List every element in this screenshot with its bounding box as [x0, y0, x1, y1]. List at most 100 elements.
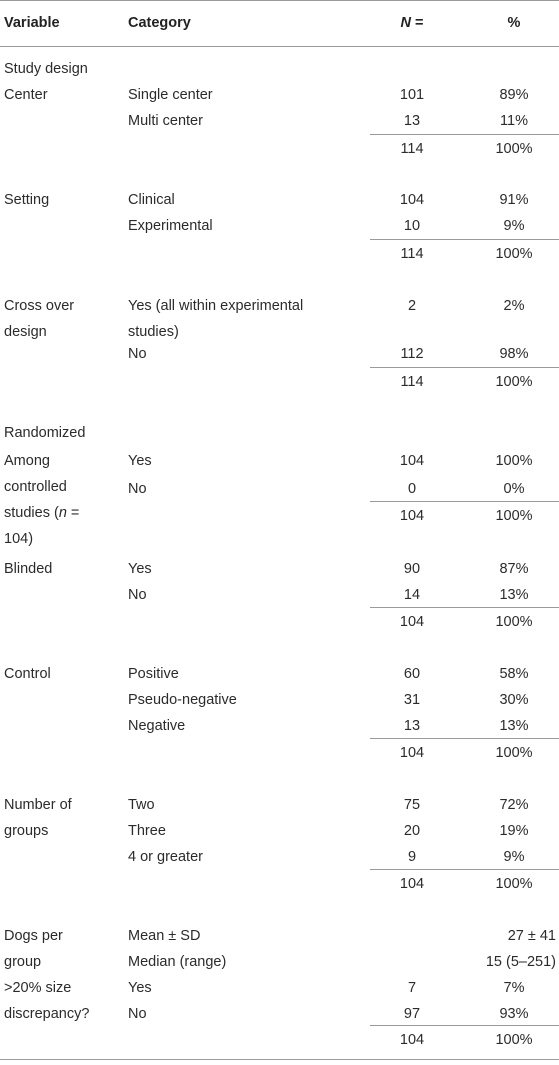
count-cell: 9 [407, 849, 417, 865]
percent-cell: 0% [503, 481, 525, 497]
count-cell: 0 [407, 481, 417, 497]
label-controlled-pre: Among controlled studies ( [4, 453, 67, 521]
percent-cell: 7% [503, 980, 525, 996]
category-cell: Clinical [128, 192, 175, 208]
count-cell: 7 [407, 980, 417, 996]
category-cell: Multi center [128, 113, 203, 129]
count-cell: 101 [399, 87, 425, 103]
label-blinded: Blinded [4, 561, 53, 577]
label-controlled-studies: Among controlled studies (n = 104) [4, 448, 96, 552]
total-count: 114 [400, 374, 424, 390]
category-cell: No [128, 346, 147, 362]
subtotal-rule [370, 134, 559, 135]
count-cell: 13 [403, 718, 421, 734]
category-cell: Yes [128, 561, 152, 577]
header-pct: % [507, 15, 521, 31]
total-percent: 100% [495, 141, 533, 157]
percent-cell: 100% [495, 453, 533, 469]
total-count: 114 [400, 141, 424, 157]
total-count: 104 [399, 614, 425, 630]
label-controlled-post: = 104) [4, 505, 80, 547]
total-count: 104 [399, 1032, 425, 1048]
stat-value: 27 ± 41 [507, 928, 556, 944]
total-percent: 100% [495, 614, 533, 630]
category-cell: Three [128, 823, 166, 839]
header-n-suffix: = [410, 15, 424, 31]
category-cell: Experimental [128, 218, 213, 234]
label-study-design: Study design [4, 61, 88, 77]
header-n-symbol: N [400, 15, 411, 31]
label-dogs: Dogs per group [4, 928, 63, 970]
label-discrepancy: >20% size discrepancy? [4, 980, 90, 1022]
subtotal-rule [370, 239, 559, 240]
count-cell: 112 [400, 346, 424, 362]
stat-value: 15 (5–251) [485, 954, 556, 970]
category-cell: Two [128, 797, 155, 813]
header-rule [0, 46, 559, 47]
count-cell: 104 [399, 453, 425, 469]
label-setting: Setting [4, 192, 50, 208]
percent-cell: 30% [499, 692, 529, 708]
total-count: 104 [399, 745, 425, 761]
total-count: 114 [400, 246, 424, 262]
table-bottom-rule [0, 1059, 559, 1060]
count-cell: 13 [403, 113, 421, 129]
count-cell: 75 [403, 797, 421, 813]
percent-cell: 2% [503, 298, 525, 314]
total-percent: 100% [495, 1032, 533, 1048]
category-cell: 4 or greater [128, 849, 203, 865]
category-cell: Yes [128, 453, 152, 469]
subtotal-rule [370, 607, 559, 608]
table-top-rule [0, 0, 559, 1]
total-percent: 100% [495, 374, 533, 390]
total-percent: 100% [495, 508, 533, 524]
percent-cell: 98% [499, 346, 529, 362]
percent-cell: 19% [499, 823, 529, 839]
category-cell: Median (range) [128, 954, 227, 970]
subtotal-rule [370, 738, 559, 739]
total-percent: 100% [495, 876, 533, 892]
label-controlled-n: n [58, 505, 67, 521]
percent-cell: 93% [499, 1006, 529, 1022]
header-category: Category [128, 15, 191, 31]
label-groups: Number of groups [4, 797, 72, 839]
label-randomized: Randomized [4, 425, 86, 441]
percent-cell: 72% [499, 797, 529, 813]
total-count: 104 [399, 508, 425, 524]
count-cell: 90 [403, 561, 421, 577]
label-crossover: Cross over design [4, 298, 75, 340]
category-cell: Yes [128, 980, 152, 996]
percent-cell: 13% [499, 587, 529, 603]
count-cell: 60 [403, 666, 421, 682]
count-cell: 104 [399, 192, 425, 208]
percent-cell: 9% [503, 849, 525, 865]
count-cell: 14 [403, 587, 421, 603]
count-cell: 10 [403, 218, 421, 234]
category-cell: Negative [128, 718, 186, 734]
count-cell: 97 [403, 1006, 421, 1022]
category-cell: Mean ± SD [128, 928, 201, 944]
category-cell: No [128, 481, 147, 497]
subtotal-rule [370, 501, 559, 502]
percent-cell: 9% [503, 218, 525, 234]
category-cell: No [128, 1006, 147, 1022]
total-count: 104 [399, 876, 425, 892]
percent-cell: 89% [499, 87, 529, 103]
percent-cell: 13% [499, 718, 529, 734]
category-cell: Pseudo-negative [128, 692, 237, 708]
subtotal-rule [370, 367, 559, 368]
total-percent: 100% [495, 745, 533, 761]
label-control: Control [4, 666, 51, 682]
label-center: Center [4, 87, 48, 103]
subtotal-rule [370, 1025, 559, 1026]
count-cell: 20 [403, 823, 421, 839]
count-cell: 31 [403, 692, 421, 708]
count-cell: 2 [407, 298, 417, 314]
category-cell: Positive [128, 666, 179, 682]
category-cell: Single center [128, 87, 213, 103]
percent-cell: 11% [500, 113, 528, 129]
category-cell: Yes (all within experimental studies) [128, 298, 304, 340]
header-n: N = [370, 14, 454, 32]
percent-cell: 87% [499, 561, 529, 577]
